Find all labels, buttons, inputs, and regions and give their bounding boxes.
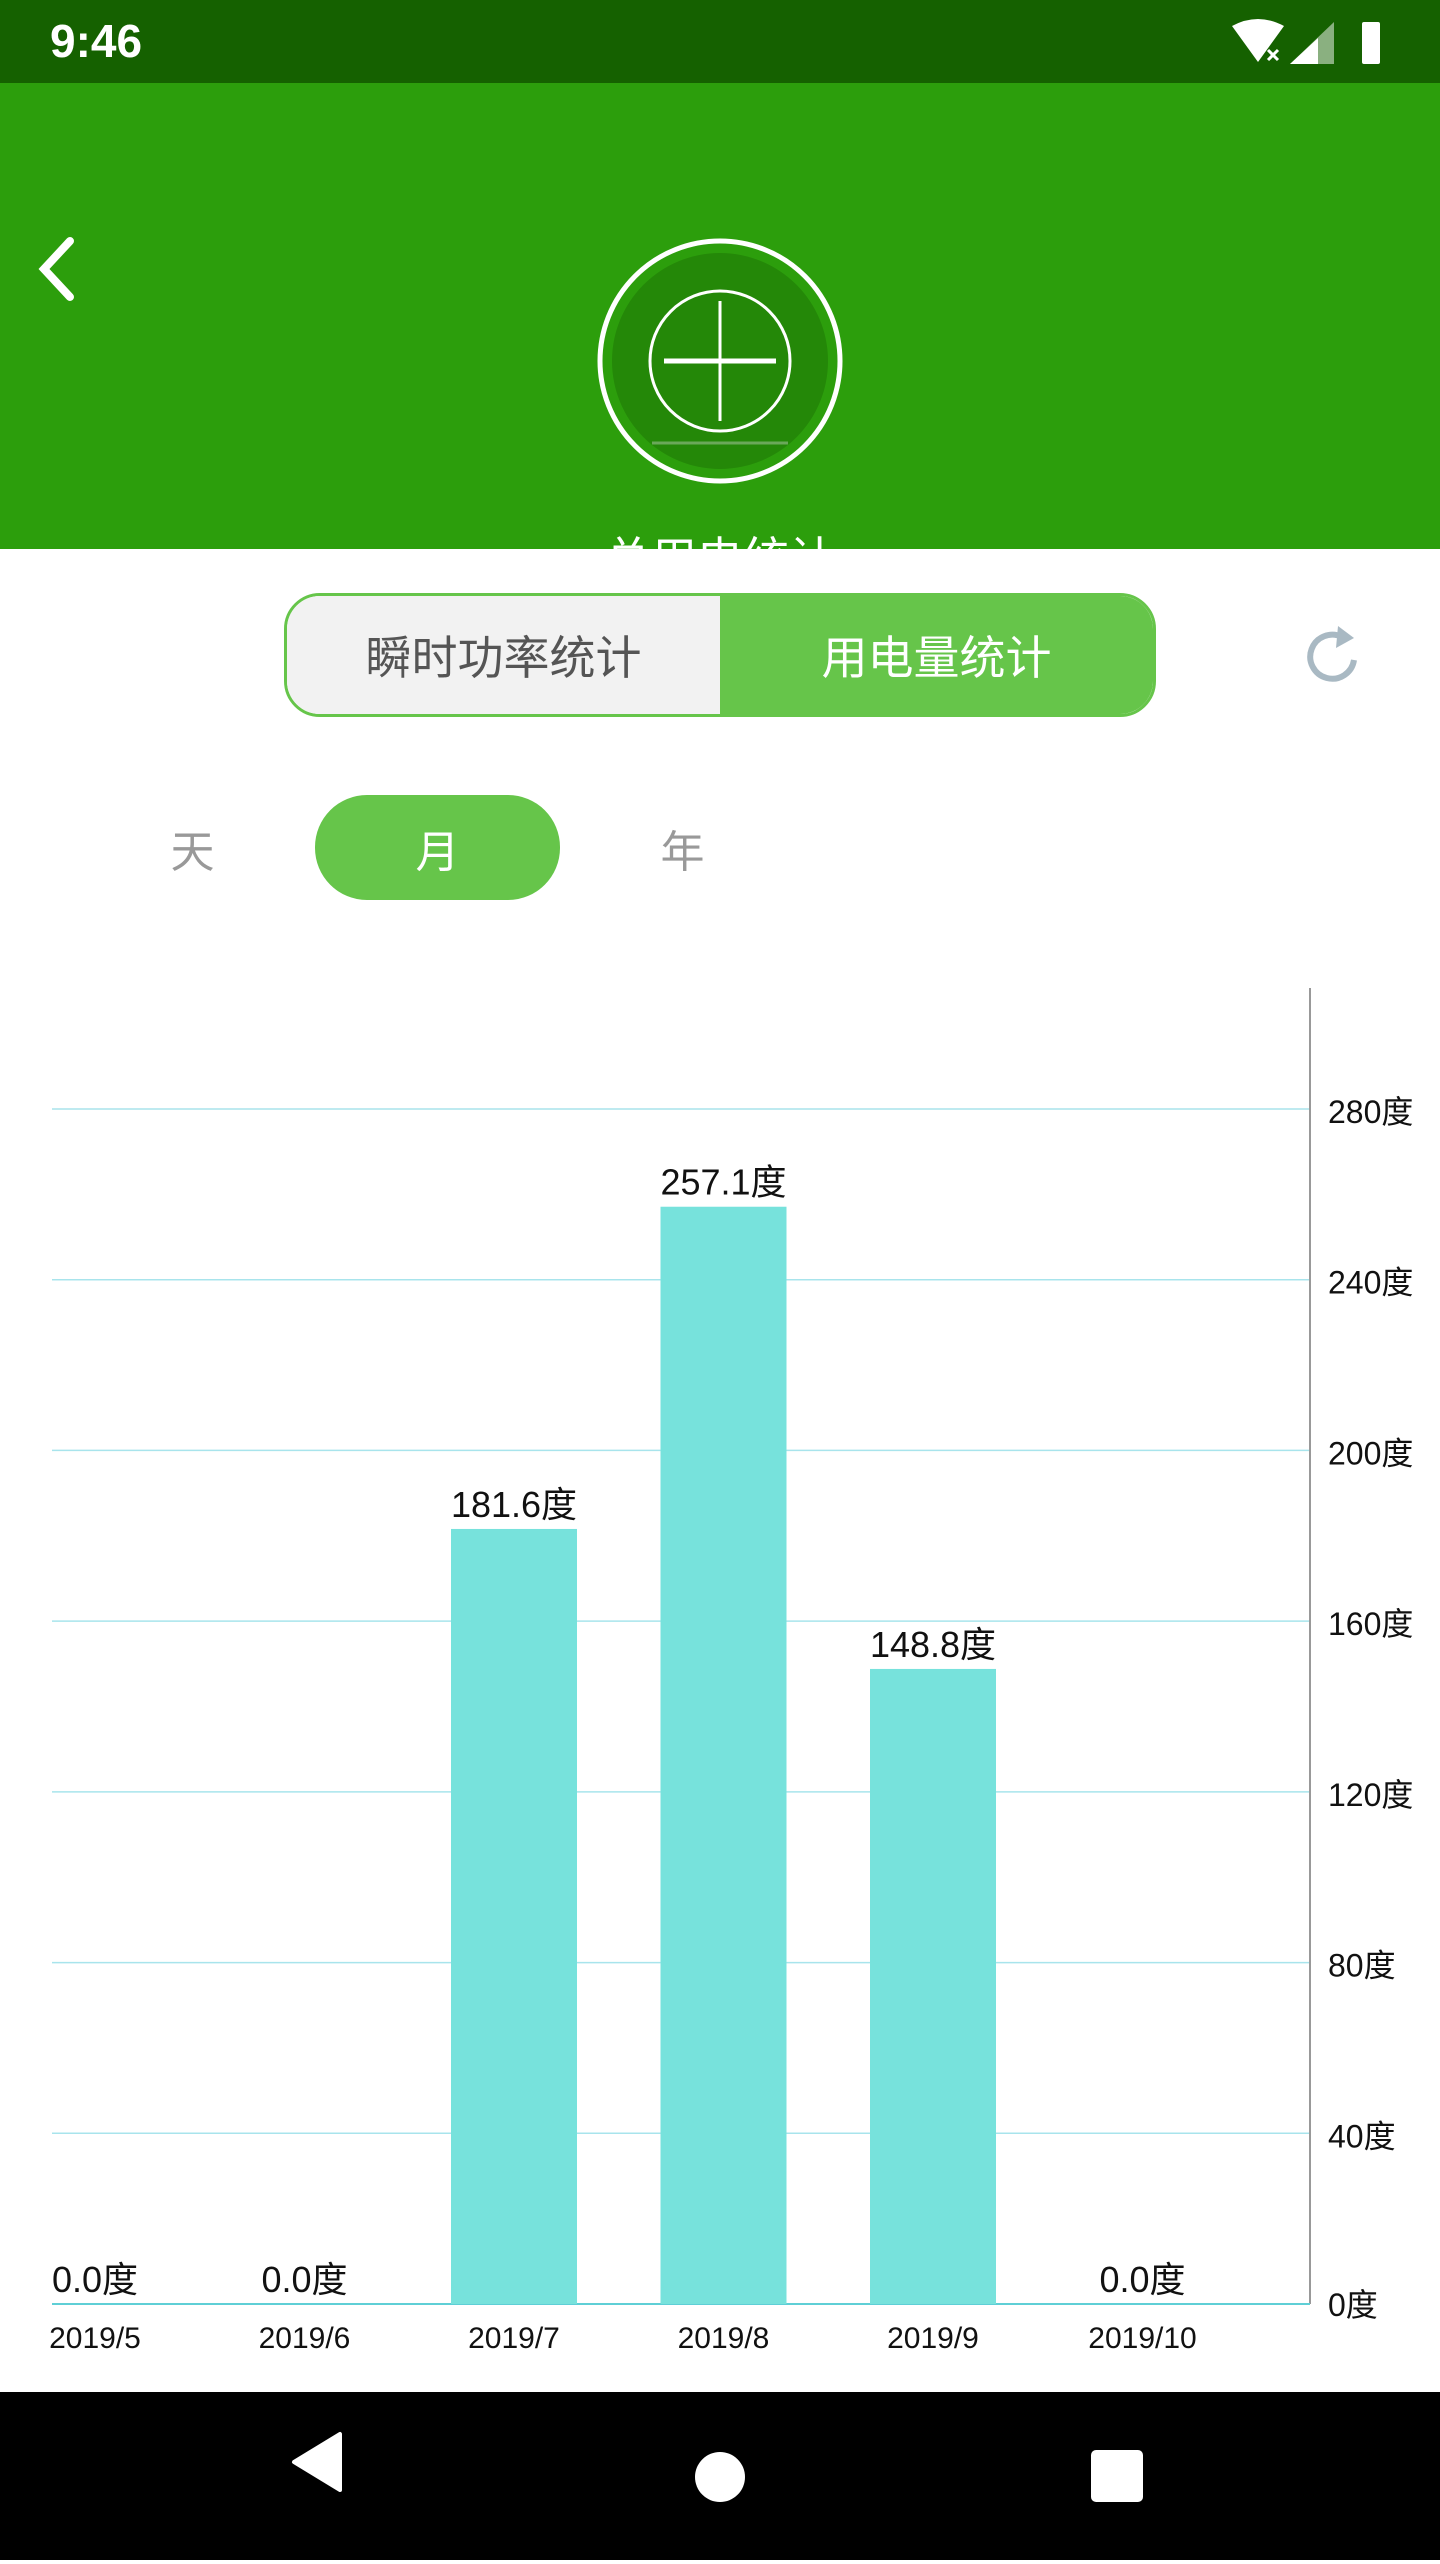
tab-instant-power[interactable]: 瞬时功率统计	[287, 596, 720, 714]
x-tick-label: 2019/10	[1088, 2322, 1196, 2355]
y-tick-label: 0度	[1328, 2287, 1378, 2323]
back-icon[interactable]	[30, 233, 90, 305]
bar-value-label: 0.0度	[52, 2259, 138, 2300]
x-tick-label: 2019/5	[49, 2322, 141, 2355]
wifi-icon	[1232, 19, 1284, 62]
y-tick-label: 120度	[1328, 1777, 1413, 1813]
nav-back-icon[interactable]	[292, 2432, 342, 2492]
status-bar: 9:46	[0, 0, 1440, 83]
y-tick-label: 40度	[1328, 2118, 1396, 2154]
status-icons	[1232, 19, 1380, 64]
bar-chart: 0度 40度 80度 120度 160度 200度 240度 280度 0.0度 2019/5 0.…	[49, 988, 1413, 2355]
refresh-icon[interactable]	[1298, 622, 1368, 692]
y-tick-label: 80度	[1328, 1948, 1396, 1984]
signal-level-icon	[1290, 38, 1318, 64]
signal-icon	[1290, 22, 1334, 64]
y-tick-label: 160度	[1328, 1606, 1413, 1642]
nav-recents-icon[interactable]	[1091, 2450, 1143, 2502]
header: 总用电统计	[0, 83, 1440, 586]
y-tick-label: 280度	[1328, 1094, 1413, 1130]
tab-year[interactable]: 年	[660, 826, 705, 878]
y-tick-label: 200度	[1328, 1435, 1413, 1471]
bar-value-label: 148.8度	[870, 1624, 996, 1665]
bar-value-label: 257.1度	[660, 1162, 786, 1203]
navigation-bar	[0, 2392, 1440, 2560]
tab-day[interactable]: 天	[170, 826, 215, 878]
y-tick-label: 240度	[1328, 1265, 1413, 1301]
bar	[660, 1206, 787, 2304]
battery-icon	[1362, 22, 1380, 64]
x-tick-label: 2019/6	[259, 2322, 351, 2355]
bar-value-label: 0.0度	[261, 2259, 347, 2300]
x-tick-label: 2019/8	[678, 2322, 770, 2355]
bar-value-label: 181.6度	[451, 1484, 577, 1525]
bar-value-label: 0.0度	[1099, 2259, 1185, 2300]
wifi-x-icon	[1266, 48, 1280, 62]
bar	[451, 1528, 577, 2304]
x-tick-label: 2019/9	[887, 2322, 979, 2355]
stat-type-toggle: 瞬时功率统计 用电量统计	[284, 593, 1156, 717]
bar	[870, 1668, 996, 2304]
tab-month[interactable]: 月	[315, 795, 560, 900]
nav-home-icon[interactable]	[695, 2452, 745, 2502]
tab-energy-usage[interactable]: 用电量统计	[720, 596, 1153, 714]
page-title: 总用电统计	[605, 532, 835, 586]
status-time: 9:46	[50, 15, 143, 67]
x-tick-label: 2019/7	[468, 2322, 560, 2355]
power-meter-logo-icon	[597, 238, 843, 484]
